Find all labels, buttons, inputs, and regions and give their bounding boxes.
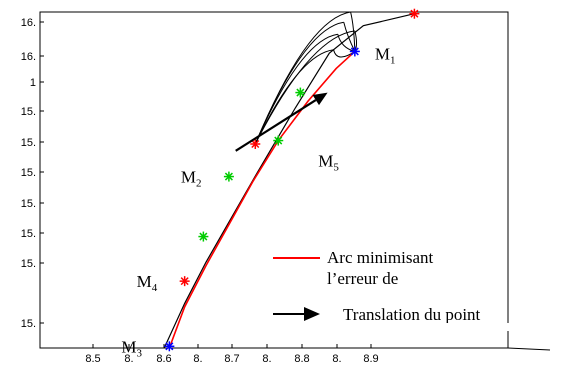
translation-arrow-shaft (235, 99, 317, 152)
x-tick-label: 8.6 (156, 353, 171, 365)
point-label-subscript: 4 (152, 282, 158, 294)
legend-text-mask (335, 323, 515, 331)
point-label-letter: M (137, 272, 152, 291)
point-label-m4: M4 (137, 272, 158, 294)
y-tick-label: 16. (21, 51, 36, 63)
fan-curves (254, 11, 358, 145)
y-tick-label: 15. (21, 167, 36, 179)
plot-frame (39, 11, 509, 349)
extra-marker (295, 87, 306, 98)
translation-arrow-head (312, 92, 328, 106)
point-label-m1: M1 (375, 44, 396, 66)
point-label-m2: M2 (181, 168, 202, 190)
point-marker-m3 (164, 341, 175, 352)
point-marker-m3-d2 (165, 342, 174, 351)
translation-arrow-group (235, 92, 328, 152)
x-tick-label: 8. (332, 353, 341, 365)
point-label-subscript: 1 (390, 54, 396, 66)
bottom-border-extension (507, 347, 551, 351)
point-label-letter: M (318, 152, 333, 171)
reference-curve-line (163, 13, 415, 349)
point-label-subscript: 3 (136, 347, 142, 359)
x-tick-label: 8.9 (363, 353, 378, 365)
y-tick-label: 15. (21, 228, 36, 240)
point-label-letter: M (121, 337, 136, 356)
y-tick-label: 15. (21, 318, 36, 330)
extra-marker-d2 (199, 232, 208, 241)
extra-marker-d2 (410, 9, 419, 18)
point-marker-m2-d2 (224, 172, 233, 181)
extra-marker-d2 (251, 139, 260, 149)
point-marker-m2 (223, 171, 234, 182)
y-tick-label: 1 (30, 77, 36, 89)
point-marker-m4 (179, 276, 190, 287)
y-tick-label: 15. (21, 137, 36, 149)
point-label-subscript: 2 (196, 178, 202, 190)
extra-marker (409, 8, 420, 19)
point-label-subscript: 5 (333, 162, 339, 174)
point-marker-m5 (273, 135, 284, 146)
x-axis-ticks: 8.5 8. 8.6 8. 8.7 8. 8.8 8. 8.9 (85, 344, 379, 365)
point-label-m3: M3 (121, 337, 142, 359)
legend: Arc minimisant l’erreur de Translation du … (273, 248, 515, 331)
fan-curve (254, 11, 351, 145)
point-marker-m4-d2 (180, 277, 189, 286)
extra-marker (198, 231, 209, 242)
fan-curve-return (343, 22, 356, 52)
point-marker-m1-d2 (350, 47, 359, 56)
extra-marker (250, 139, 261, 149)
x-tick-label: 8. (193, 353, 202, 365)
fan-curve (254, 33, 338, 145)
point-label-letter: M (375, 44, 390, 63)
point-label-m5: M5 (318, 152, 339, 174)
point-marker-m1 (349, 46, 360, 57)
y-tick-label: 15. (21, 106, 36, 118)
point-markers (164, 8, 420, 352)
series-group (163, 13, 415, 349)
legend-entry-text: Arc minimisant (327, 248, 434, 267)
legend-arrow-head (304, 307, 320, 321)
x-tick-label: 8.7 (224, 353, 239, 365)
point-label-letter: M (181, 168, 196, 187)
y-tick-label: 15. (21, 198, 36, 210)
y-tick-label: 15. (21, 258, 36, 270)
legend-entry-text: Translation du point (343, 305, 481, 324)
y-axis-ticks: 16. 16. 1 15. 15. 15. 15. 15. 15. 15. (21, 17, 44, 330)
fan-curve (254, 30, 355, 145)
x-tick-label: 8.8 (294, 353, 309, 365)
x-tick-label: 8.5 (85, 353, 100, 365)
point-marker-m5-d2 (274, 136, 283, 145)
x-tick-label: 8. (262, 353, 271, 365)
x-tick-label: 8. (124, 353, 133, 365)
extra-marker-d2 (296, 88, 305, 97)
minimizing-arc-line (168, 50, 356, 349)
legend-entry-text: l’erreur de (327, 269, 398, 288)
y-tick-label: 16. (21, 17, 36, 29)
